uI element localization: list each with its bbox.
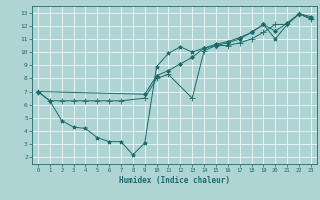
- X-axis label: Humidex (Indice chaleur): Humidex (Indice chaleur): [119, 176, 230, 185]
